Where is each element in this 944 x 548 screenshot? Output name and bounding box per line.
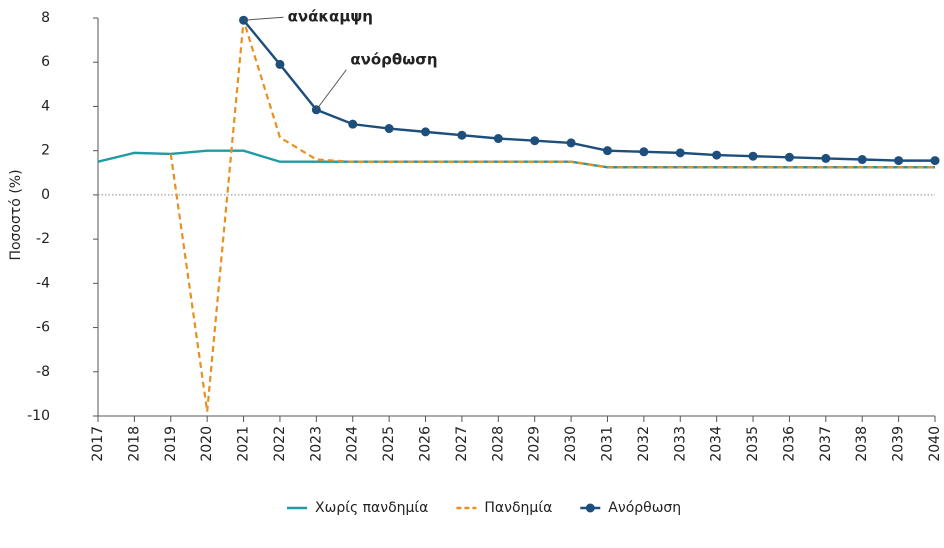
- series-marker: [639, 147, 649, 157]
- x-tick-label: 2024: [345, 426, 361, 462]
- annotation: ανόρθωση: [350, 50, 437, 68]
- annotation: ανάκαμψη: [288, 8, 373, 26]
- x-tick-label: 2017: [90, 426, 106, 462]
- x-tick-label: 2034: [709, 426, 725, 462]
- x-tick-label: 2039: [891, 426, 907, 462]
- annotation-leader: [243, 16, 284, 21]
- series-marker: [348, 119, 358, 129]
- y-tick-label: 0: [41, 187, 50, 203]
- x-tick-label: 2038: [854, 426, 870, 462]
- x-tick-label: 2030: [563, 426, 579, 462]
- x-tick-label: 2023: [308, 426, 324, 462]
- y-tick-label: 8: [41, 10, 50, 26]
- series-marker: [384, 124, 394, 134]
- x-tick-label: 2026: [418, 426, 434, 462]
- annotation-leader: [315, 69, 347, 111]
- series-line: [169, 19, 935, 412]
- series-marker: [602, 146, 612, 156]
- series-marker: [675, 148, 685, 158]
- y-tick-label: 4: [41, 98, 50, 114]
- x-tick-label: 2027: [454, 426, 470, 462]
- series-marker: [748, 151, 758, 161]
- y-axis-label: Ποσοστό (%): [8, 169, 24, 260]
- x-tick-label: 2018: [126, 426, 142, 462]
- legend: Χωρίς πανδημία Πανδημία Ανόρθωση: [287, 500, 681, 516]
- x-tick-label: 2020: [199, 426, 215, 462]
- y-tick-label: 2: [41, 143, 50, 159]
- series-line: [97, 149, 935, 169]
- series-marker: [493, 134, 503, 144]
- x-tick-label: 2036: [781, 426, 797, 462]
- series-marker: [421, 127, 431, 137]
- series-marker: [930, 156, 940, 166]
- x-tick-label: 2035: [745, 426, 761, 462]
- series-marker: [857, 155, 867, 165]
- y-tick-label: -6: [36, 320, 50, 336]
- y-tick-label: -4: [36, 275, 50, 291]
- series-marker: [457, 130, 467, 140]
- series-marker: [275, 59, 285, 69]
- series-marker: [712, 150, 722, 160]
- x-tick-label: 2037: [818, 426, 834, 462]
- x-tick-label: 2029: [527, 426, 543, 462]
- legend-label: Ανόρθωση: [608, 500, 681, 516]
- y-tick-label: -8: [36, 364, 50, 380]
- y-tick-label: 6: [41, 54, 50, 70]
- series-marker: [566, 138, 576, 148]
- legend-marker: [585, 503, 595, 513]
- y-tick-label: -10: [27, 408, 50, 424]
- legend-label: Πανδημία: [484, 500, 552, 516]
- x-tick-label: 2022: [272, 426, 288, 462]
- x-tick-label: 2028: [490, 426, 506, 462]
- x-tick-label: 2033: [672, 426, 688, 462]
- x-tick-label: 2019: [163, 426, 179, 462]
- x-tick-label: 2031: [599, 426, 615, 462]
- series-marker: [821, 153, 831, 163]
- x-tick-label: 2040: [927, 426, 943, 462]
- series-line: [242, 19, 935, 162]
- series-marker: [784, 152, 794, 162]
- y-tick-label: -2: [36, 231, 50, 247]
- x-tick-label: 2025: [381, 426, 397, 462]
- series-marker: [530, 136, 540, 146]
- x-tick-label: 2021: [236, 426, 252, 462]
- series-marker: [894, 156, 904, 166]
- x-tick-label: 2032: [636, 426, 652, 462]
- legend-label: Χωρίς πανδημία: [315, 500, 428, 516]
